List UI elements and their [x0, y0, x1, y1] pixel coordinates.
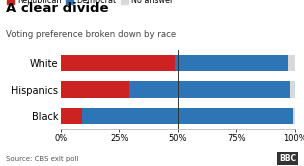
Bar: [292, 108, 295, 124]
Bar: [82, 108, 292, 124]
Text: Voting preference broken down by race: Voting preference broken down by race: [6, 30, 176, 39]
Bar: [61, 55, 175, 71]
Bar: [61, 81, 129, 98]
Bar: [290, 81, 295, 98]
Text: BBC: BBC: [279, 154, 296, 163]
Bar: [175, 55, 288, 71]
Text: Source: CBS exit poll: Source: CBS exit poll: [6, 156, 78, 162]
Bar: [288, 55, 295, 71]
Bar: [61, 108, 82, 124]
Text: A clear divide: A clear divide: [6, 2, 109, 15]
Bar: [129, 81, 290, 98]
Legend: Republican, Democrat, No answer: Republican, Democrat, No answer: [8, 0, 173, 5]
